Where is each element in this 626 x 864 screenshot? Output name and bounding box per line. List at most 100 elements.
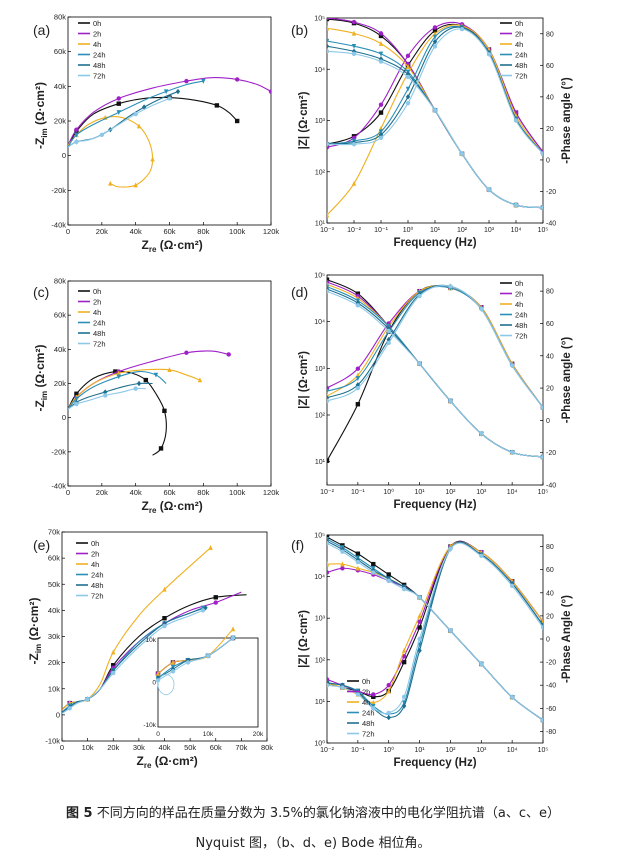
data-point bbox=[203, 605, 208, 611]
impedance-point bbox=[509, 695, 515, 700]
phase-point bbox=[327, 398, 330, 404]
legend-label: 72h bbox=[93, 72, 106, 81]
impedance-point bbox=[386, 572, 391, 577]
x-tick-label: 120k bbox=[263, 227, 280, 236]
impedance-point bbox=[355, 551, 361, 556]
y-tick-label-right: -80 bbox=[546, 729, 556, 736]
x-axis-label: Frequency (Hz) bbox=[393, 237, 476, 249]
data-point bbox=[133, 182, 138, 188]
legend-label: 0h bbox=[515, 279, 523, 288]
inset-data-point bbox=[155, 670, 161, 676]
legend-label: 2h bbox=[93, 30, 101, 39]
y-tick-label-right: 60 bbox=[546, 321, 554, 328]
y-tick-label-left: 10¹ bbox=[315, 699, 326, 706]
impedance-point bbox=[327, 25, 330, 31]
impedance-line-24h bbox=[327, 286, 543, 458]
impedance-line-72h bbox=[327, 290, 543, 458]
y-axis-label-unit: (Ω·cm²) bbox=[33, 82, 47, 128]
panel-label: (e) bbox=[33, 537, 50, 553]
x-tick-label: 10⁰ bbox=[383, 746, 394, 754]
y-tick-label-left: 10² bbox=[315, 413, 326, 420]
data-point bbox=[184, 350, 189, 355]
x-axis-label: Zre (Ω·cm²) bbox=[142, 499, 203, 515]
phase-point bbox=[386, 688, 391, 694]
data-point bbox=[158, 446, 164, 451]
phase-point bbox=[401, 647, 407, 653]
phase-point bbox=[479, 553, 484, 558]
data-point bbox=[85, 697, 90, 702]
legend-label: 0h bbox=[93, 19, 101, 28]
x-tick-label: 10¹ bbox=[430, 227, 441, 234]
data-point bbox=[74, 139, 79, 144]
phase-point bbox=[540, 625, 543, 630]
phase-point bbox=[371, 706, 376, 711]
y-tick-label: 40k bbox=[48, 606, 60, 615]
x-tick-label: 10⁰ bbox=[403, 226, 414, 234]
data-point bbox=[74, 132, 79, 138]
phase-point bbox=[371, 694, 376, 699]
data-point bbox=[136, 123, 142, 129]
impedance-point bbox=[355, 291, 361, 296]
x-tick-label: 60k bbox=[210, 743, 222, 752]
data-point bbox=[141, 104, 147, 110]
legend-label: 72h bbox=[515, 332, 528, 341]
data-point bbox=[111, 649, 116, 655]
x-tick-label: 80k bbox=[197, 488, 209, 497]
plot-frame bbox=[326, 17, 544, 224]
legend-label: 48h bbox=[93, 61, 106, 70]
x-tick-label: 20k bbox=[96, 488, 108, 497]
x-tick-label: 0 bbox=[60, 743, 64, 752]
x-tick-label: 120k bbox=[263, 488, 280, 497]
panel-label: (f) bbox=[291, 537, 304, 553]
data-point bbox=[103, 389, 108, 395]
impedance-point bbox=[405, 63, 411, 69]
data-point bbox=[136, 380, 142, 387]
phase-point bbox=[509, 363, 515, 368]
impedance-point bbox=[378, 40, 384, 46]
y-tick-label-right: 0 bbox=[546, 418, 550, 425]
impedance-point bbox=[355, 559, 361, 565]
y-tick-label-left: 10⁴ bbox=[314, 319, 325, 326]
phase-point bbox=[355, 376, 361, 382]
series-line-0h bbox=[68, 96, 238, 148]
y-tick-label: 80k bbox=[54, 13, 66, 22]
inset-y-tick-label: 10k bbox=[146, 637, 157, 644]
impedance-point bbox=[479, 431, 484, 436]
data-point bbox=[74, 391, 79, 396]
inset-x-tick-label: 0 bbox=[156, 731, 160, 738]
phase-line-72h bbox=[327, 285, 543, 408]
phase-point bbox=[509, 583, 515, 589]
phase-point bbox=[459, 26, 465, 32]
impedance-point bbox=[479, 661, 484, 667]
impedance-point bbox=[327, 49, 330, 54]
phase-point bbox=[540, 618, 543, 624]
impedance-point bbox=[540, 717, 543, 723]
phase-point bbox=[432, 44, 438, 49]
series-group bbox=[62, 544, 247, 715]
inset-data-point bbox=[170, 666, 176, 672]
y-tick-label: 30k bbox=[48, 632, 60, 641]
y-tick-label: 0 bbox=[56, 710, 60, 719]
inset-y-tick-label: -10k bbox=[143, 722, 156, 729]
phase-point bbox=[386, 340, 391, 346]
impedance-point bbox=[355, 565, 361, 571]
phase-point bbox=[405, 100, 411, 106]
bode-panel: 10⁻² 10⁻¹ 10⁰ 10¹ 10² 10³ 10⁴ 10⁵ 10¹ 10² 10³ 10⁴ 10… bbox=[291, 273, 573, 512]
data-point bbox=[162, 623, 167, 629]
nyquist-panel: 0 20k 40k 60k 80k 100k 120k -40k -20k 0 20k 40k 60k 8… bbox=[33, 277, 279, 516]
legend-label: 24h bbox=[515, 311, 528, 320]
x-axis-label-unit: (Ω·cm²) bbox=[156, 238, 202, 252]
impedance-point bbox=[351, 43, 357, 49]
series-group bbox=[68, 77, 271, 188]
data-point bbox=[150, 156, 155, 162]
data-point bbox=[113, 369, 118, 374]
y-axis-label-right: -Phase angle (°) bbox=[561, 77, 573, 164]
impedance-point bbox=[351, 51, 357, 57]
x-axis-label: Frequency (Hz) bbox=[393, 499, 476, 511]
x-axis-label-unit: (Ω·cm²) bbox=[151, 754, 197, 768]
impedance-point bbox=[509, 450, 515, 455]
data-point bbox=[226, 352, 231, 357]
y-axis-label-sub: im bbox=[34, 644, 43, 653]
y-tick-label: 0 bbox=[62, 151, 66, 160]
y-tick-label-right: 40 bbox=[546, 353, 554, 360]
